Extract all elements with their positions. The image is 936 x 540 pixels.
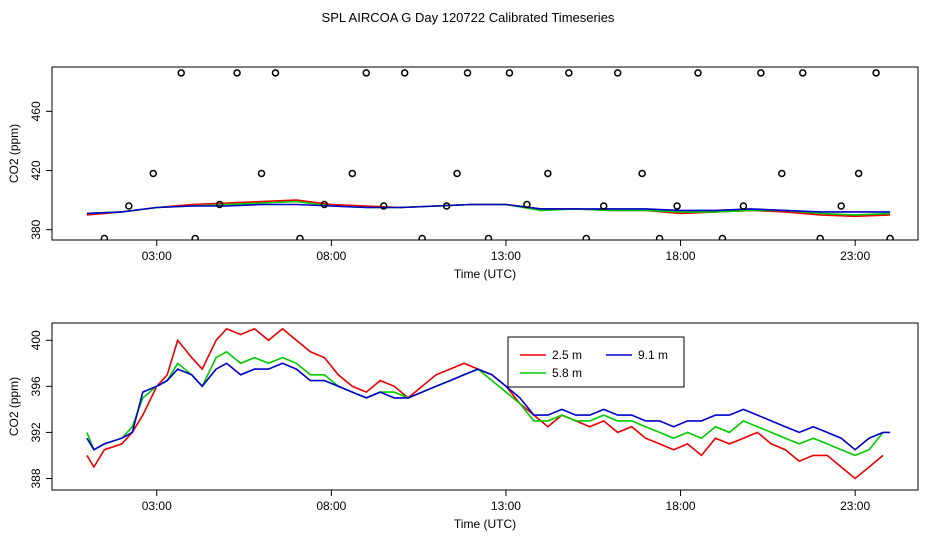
panel-top: 03:00 08:00 13:00 18:00 23:00 380 420 460 Time (…	[7, 66, 919, 281]
x-tick-label: 08:00	[316, 249, 346, 263]
calibration-point	[816, 234, 824, 240]
calibration-point	[100, 234, 109, 240]
calibration-point	[362, 69, 371, 77]
y-tick-label: 420	[29, 160, 43, 180]
x-tick-label: 13:00	[491, 499, 521, 513]
calibration-point	[125, 202, 133, 210]
calibration-point	[505, 69, 514, 77]
x-tick-label: 23:00	[840, 499, 870, 513]
y-tick-label: 460	[29, 101, 43, 121]
calibration-point	[271, 69, 280, 77]
calibration-point	[523, 200, 531, 209]
series-line-9-1m	[86, 203, 891, 215]
calibration-point	[638, 169, 646, 178]
calibration-point	[177, 69, 185, 77]
panel-bottom: 03:00 08:00 13:00 18:00 23:00 388 392 396 400 Tim…	[7, 322, 919, 531]
calibration-point	[463, 69, 472, 77]
y-axis-label: CO2 (ppm)	[7, 377, 21, 436]
calibration-point	[694, 69, 702, 77]
x-tick-label: 23:00	[840, 249, 870, 263]
calibration-point	[582, 234, 591, 240]
calibration-point	[739, 202, 748, 210]
y-tick-label: 400	[29, 330, 43, 350]
series-line-5-8m	[86, 350, 884, 457]
series-line-9-1m	[86, 362, 891, 451]
plot-frame	[51, 66, 919, 241]
legend-label: 2.5 m	[552, 348, 582, 362]
calibration-point	[191, 234, 199, 240]
calibration-point	[799, 69, 807, 77]
calibration-point	[320, 200, 329, 209]
calibration-point	[837, 202, 845, 210]
calibration-point	[453, 169, 461, 178]
calibration-point	[149, 169, 158, 178]
calibration-point	[257, 169, 266, 178]
series-line-2-5m	[86, 199, 891, 218]
calibration-point	[544, 169, 552, 178]
series-line-2-5m	[86, 327, 884, 480]
plot-frame	[51, 322, 919, 491]
calibration-point	[757, 69, 765, 77]
x-tick-label: 03:00	[142, 249, 172, 263]
chart-title: SPL AIRCOA G Day 120722 Calibrated Times…	[322, 10, 615, 25]
x-tick-label: 08:00	[316, 499, 346, 513]
calibration-point	[613, 69, 622, 77]
legend-box	[507, 336, 685, 388]
legend: 2.5 m 5.8 m 9.1 m	[507, 336, 685, 388]
y-tick-label: 392	[29, 422, 43, 442]
calibration-point	[565, 69, 573, 77]
x-tick-label: 13:00	[491, 249, 521, 263]
x-tick-label: 03:00	[142, 499, 172, 513]
calibration-point	[400, 69, 409, 77]
calibration-point	[673, 202, 681, 210]
calibration-point	[886, 234, 894, 240]
x-tick-label: 18:00	[666, 499, 696, 513]
calibration-point	[379, 202, 388, 210]
calibration-point	[872, 69, 880, 77]
y-tick-label: 396	[29, 376, 43, 396]
y-axis-label: CO2 (ppm)	[7, 124, 21, 183]
calibration-point	[484, 234, 493, 240]
y-tick-label: 388	[29, 468, 43, 488]
legend-label: 5.8 m	[552, 366, 582, 380]
plot-area	[86, 69, 894, 240]
calibration-point	[296, 234, 304, 240]
y-tick-label: 380	[29, 219, 43, 239]
calibration-point	[778, 169, 786, 178]
calibration-point	[854, 169, 863, 178]
calibration-point	[348, 169, 357, 178]
calibration-point	[442, 202, 451, 210]
calibration-point	[418, 234, 426, 240]
calibration-point	[233, 69, 241, 77]
plot-area	[86, 327, 891, 480]
calibration-point	[599, 202, 608, 210]
x-tick-label: 18:00	[666, 249, 696, 263]
x-axis-label: Time (UTC)	[454, 517, 516, 531]
calibration-point	[655, 234, 664, 240]
x-axis-label: Time (UTC)	[454, 267, 516, 281]
calibration-point	[215, 200, 224, 209]
legend-label: 9.1 m	[638, 348, 668, 362]
calibration-point	[718, 234, 727, 240]
